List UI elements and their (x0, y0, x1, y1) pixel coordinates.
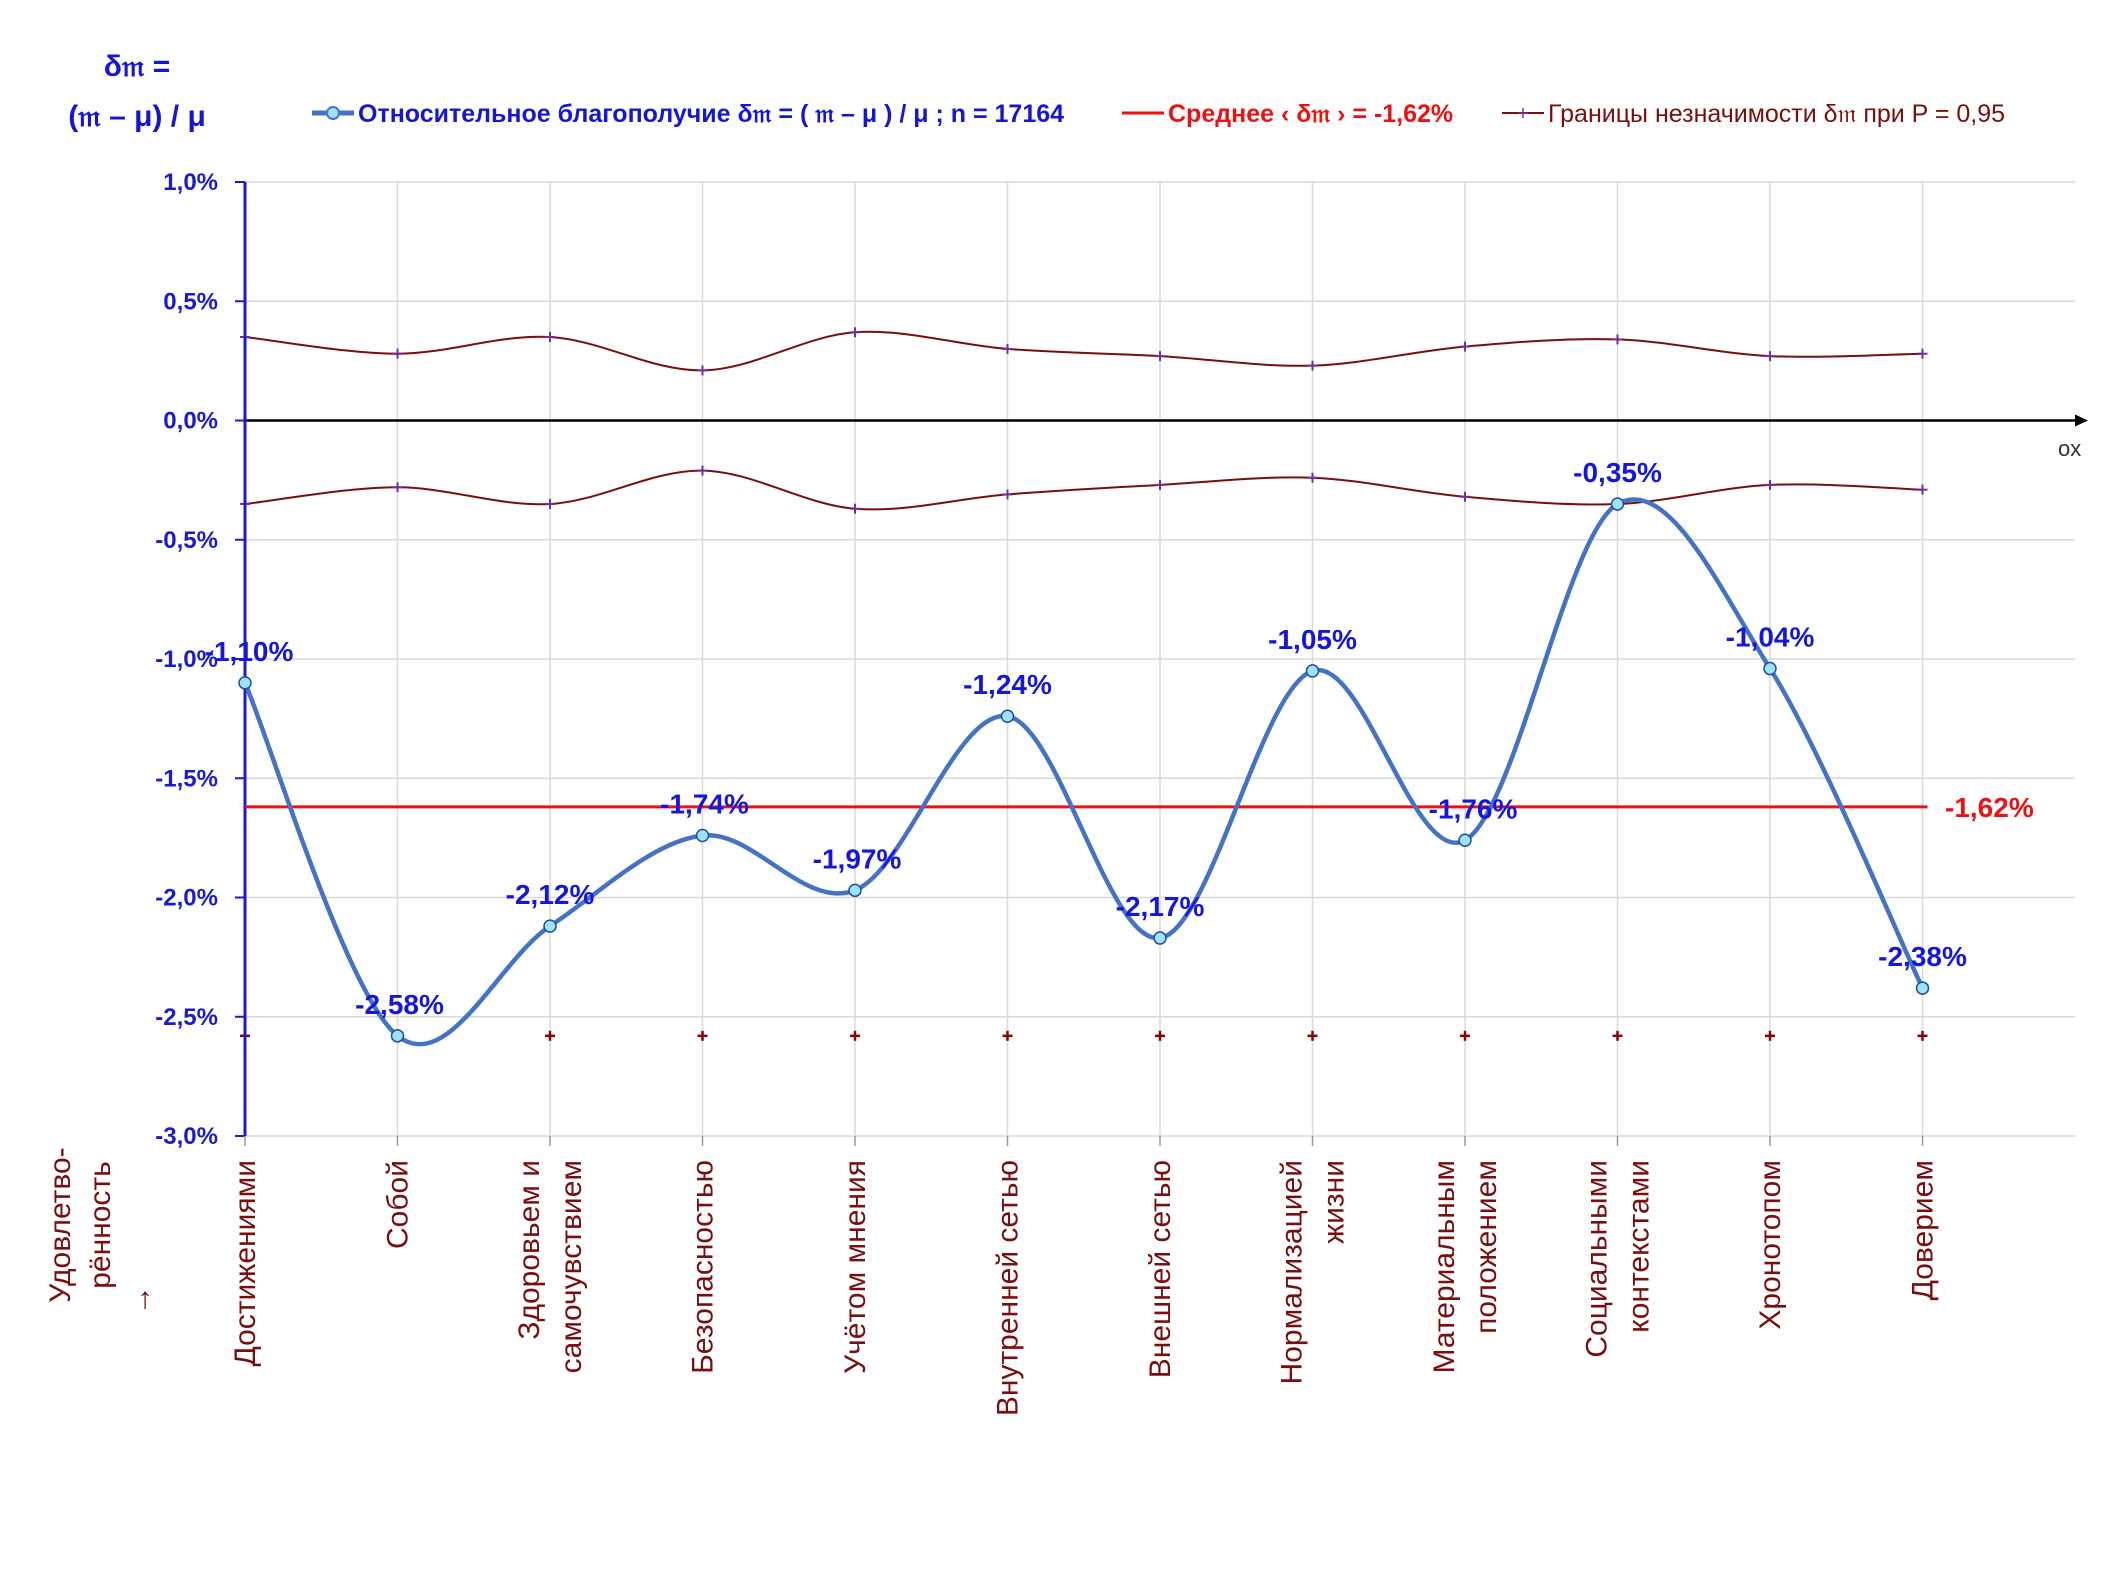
main-series-point (1153, 931, 1167, 945)
x-category-label: контекстами (1623, 1160, 1656, 1333)
axes (235, 181, 2088, 1146)
legend-main-series: Относительное благополучие δ𝔪 = ( 𝔪 – μ … (358, 100, 1064, 128)
x-category-label: Учётом мнения (839, 1160, 872, 1374)
y-tick-label: -2,5% (155, 1004, 218, 1031)
significance-bounds (240, 327, 1928, 1041)
main-series-point (1458, 833, 1472, 848)
y-tick-label: 1,0% (163, 169, 218, 196)
main-series-point (1000, 709, 1015, 723)
main-series-point (1763, 661, 1777, 676)
x-category-label: жизни (1318, 1160, 1351, 1244)
y-tick-label: -1,0% (155, 646, 218, 673)
x-axis-note-arrow: → (124, 1285, 157, 1315)
main-series-point (695, 828, 710, 843)
mean-line-group: -1,62% (245, 792, 2034, 823)
gridlines (244, 181, 2075, 1137)
y-axis-title-line1: δ𝔪 = (104, 50, 171, 83)
x-category-label: Достижениями (229, 1160, 262, 1367)
mean-value-label: -1,62% (1945, 792, 2034, 823)
x-category-label: Безопасностью (687, 1160, 720, 1374)
x-category-label: Социальными (1581, 1160, 1614, 1358)
x-category-label: Внешней сетью (1144, 1160, 1177, 1378)
main-series-point (238, 676, 252, 690)
data-label: -2,38% (1878, 941, 1967, 972)
main-series-line (242, 497, 1925, 1047)
data-label: -2,12% (506, 879, 595, 910)
y-tick-label: -0,5% (155, 527, 218, 554)
legend-bounds: Границы незначимости δ𝔪 при P = 0,95 (1548, 100, 2005, 128)
x-category-label: Внутренней сетью (992, 1160, 1025, 1416)
y-tick-label: 0,5% (163, 288, 218, 315)
main-series-point (848, 883, 862, 898)
x-axis-name: ox (2058, 436, 2081, 461)
x-category-label: Материальным (1428, 1160, 1461, 1373)
x-category-label: Доверием (1907, 1160, 1940, 1300)
x-category-label: Хронотопом (1754, 1160, 1787, 1330)
x-category-label: положением (1470, 1160, 1503, 1334)
bound-lower-line (244, 469, 1923, 511)
main-series-point (543, 919, 557, 933)
data-label: -2,17% (1116, 891, 1205, 922)
x-category-labels: Достижениями Собой Здоровьем и самочувствие… (229, 1160, 1940, 1416)
data-label: -2,58% (355, 989, 444, 1020)
data-label: -1,76% (1429, 793, 1518, 824)
y-tick-label: 0,0% (163, 408, 218, 435)
y-axis-title-line2: (𝔪 – μ) / μ (68, 100, 206, 133)
legend-swatch-bounds-marker: + (1517, 103, 1529, 125)
data-label: -1,04% (1726, 622, 1815, 653)
data-label: -1,05% (1268, 624, 1357, 655)
data-label: -1,10% (205, 636, 294, 667)
x-category-label: Собой (382, 1160, 415, 1249)
main-series-point (1305, 664, 1320, 678)
data-label: -1,97% (813, 843, 902, 874)
legend: Относительное благополучие δ𝔪 = ( 𝔪 – μ … (312, 100, 2005, 128)
main-series-point (1915, 981, 1930, 995)
main-series-point (1610, 497, 1625, 511)
x-axis-note-line1: Удовлетво- (44, 1147, 77, 1302)
x-axis-note-line2: рённость (84, 1161, 117, 1289)
main-series-point (390, 1029, 405, 1043)
x-category-label: Нормализацией (1276, 1160, 1309, 1384)
data-label: -1,74% (660, 788, 749, 819)
y-tick-labels: 1,0% 0,5% 0,0% -0,5% -1,0% -1,5% -2,0% -2,5% -3,… (155, 169, 218, 1150)
x-axis-arrowhead (2075, 414, 2088, 427)
x-category-label: самочувствием (555, 1160, 588, 1373)
y-tick-label: -2,0% (155, 885, 218, 912)
main-series-group: -1,10% -2,58% -2,12% -1,74% -1,97% -1,24% -2,1… (205, 457, 1967, 1047)
data-label: -0,35% (1573, 457, 1662, 488)
legend-mean: Среднее ‹ δ𝔪 › = -1,62% (1168, 100, 1453, 128)
y-tick-label: -1,5% (155, 765, 218, 792)
y-tick-label: -3,0% (155, 1123, 218, 1150)
bound-upper-line (244, 330, 1923, 372)
legend-swatch-main-marker (326, 106, 340, 120)
data-label: -1,24% (963, 669, 1052, 700)
x-category-label: Здоровьем и (513, 1160, 546, 1340)
